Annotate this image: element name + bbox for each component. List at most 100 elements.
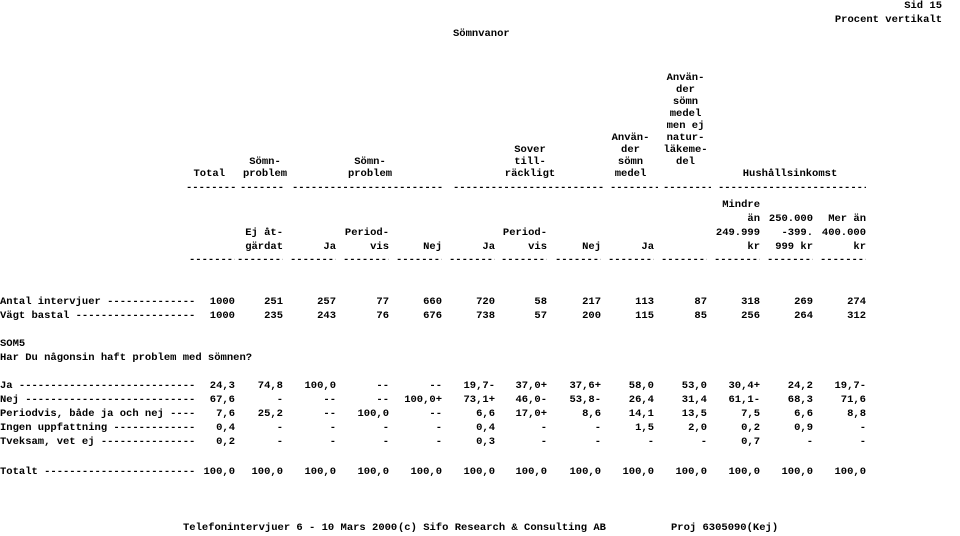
- column-header: Period- vis: [344, 227, 389, 253]
- table-cell: 0,4: [216, 422, 235, 434]
- banner-rule: ----------------: [240, 182, 284, 194]
- table-cell: 100,0: [357, 408, 389, 420]
- table-cell: 53,8-: [569, 394, 601, 406]
- table-cell: 100,0: [304, 380, 336, 392]
- column-header: Mindre än 249.999 kr: [715, 199, 760, 253]
- column-rule: ----------------: [290, 254, 336, 266]
- banner-rule: ----------------: [186, 182, 236, 194]
- table-cell: 217: [582, 296, 601, 308]
- table-cell: -: [329, 422, 336, 434]
- row-label: Ja ----------------------------: [0, 380, 196, 392]
- table-cell: 26,4: [628, 394, 654, 406]
- question-text: Har Du någonsin haft problem med sömnen?: [0, 352, 253, 364]
- table-cell: 0,3: [476, 436, 495, 448]
- table-cell: 1000: [209, 310, 235, 322]
- column-header: Ja: [482, 241, 495, 253]
- column-rule: ----------------: [237, 254, 283, 266]
- table-cell: --: [429, 380, 442, 392]
- banner-rule: ----------------------------------------…: [453, 182, 604, 194]
- table-cell: --: [323, 408, 336, 420]
- table-cell: -: [540, 422, 547, 434]
- table-cell: 24,3: [209, 380, 235, 392]
- table-cell: 200: [582, 310, 601, 322]
- banner-rule: ----------------: [610, 182, 658, 194]
- table-cell: 318: [741, 296, 760, 308]
- banner-somnproblem-2: Sömn- problem: [347, 156, 393, 180]
- table-cell: 1000: [209, 296, 235, 308]
- row-label: Totalt ------------------------: [0, 466, 196, 478]
- table-cell: 0,2: [216, 436, 235, 448]
- table-cell: -: [859, 436, 866, 448]
- footer-right: Proj 6305090(Kej): [671, 522, 779, 534]
- table-cell: 17,0+: [515, 408, 547, 420]
- table-cell: 100,0+: [404, 394, 442, 406]
- table-cell: 77: [376, 296, 389, 308]
- table-cell: 100,0: [675, 466, 707, 478]
- table-cell: 7,5: [741, 408, 760, 420]
- table-cell: 68,3: [787, 394, 813, 406]
- table-cell: 14,1: [628, 408, 654, 420]
- table-cell: 57: [534, 310, 547, 322]
- column-rule: ----------------: [555, 254, 601, 266]
- table-cell: -: [382, 422, 389, 434]
- table-cell: 71,6: [840, 394, 866, 406]
- footer-center: (c) Sifo Research & Consulting AB: [398, 522, 606, 534]
- table-cell: 74,8: [257, 380, 283, 392]
- column-rule: ----------------: [767, 254, 813, 266]
- table-cell: -: [382, 436, 389, 448]
- table-cell: 87: [694, 296, 707, 308]
- banner-somnproblem-1: Sömn- problem: [242, 156, 288, 180]
- table-cell: 30,4+: [728, 380, 760, 392]
- table-cell: 235: [264, 310, 283, 322]
- table-cell: 2,0: [688, 422, 707, 434]
- table-cell: 100,0: [515, 466, 547, 478]
- table-cell: -: [329, 436, 336, 448]
- table-cell: 100,0: [569, 466, 601, 478]
- table-cell: -: [540, 436, 547, 448]
- row-label: Periodvis, både ja och nej ----: [0, 408, 196, 420]
- column-rule: ----------------: [343, 254, 389, 266]
- table-cell: 46,0-: [515, 394, 547, 406]
- table-cell: 256: [741, 310, 760, 322]
- column-header: Nej: [423, 241, 442, 253]
- column-rule: ----------------: [396, 254, 442, 266]
- banner-rule: ----------------------------------------…: [718, 182, 866, 194]
- table-cell: 100,0: [203, 466, 235, 478]
- table-cell: --: [376, 380, 389, 392]
- table-cell: -: [276, 436, 283, 448]
- row-label: Vägt bastal -------------------: [0, 310, 196, 322]
- table-cell: 8,8: [847, 408, 866, 420]
- table-cell: -: [859, 422, 866, 434]
- banner-rule: ----------------------------------------…: [292, 182, 443, 194]
- column-rule: ----------------: [189, 254, 235, 266]
- table-cell: -: [594, 436, 601, 448]
- table-cell: 100,0: [834, 466, 866, 478]
- table-cell: 85: [694, 310, 707, 322]
- table-cell: 19,7-: [834, 380, 866, 392]
- table-cell: 251: [264, 296, 283, 308]
- table-cell: -: [435, 436, 442, 448]
- column-rule: ----------------: [608, 254, 654, 266]
- table-cell: 31,4: [681, 394, 707, 406]
- banner-anvander-somnmedel: Använ- der sömn medel: [611, 132, 650, 180]
- table-cell: 243: [317, 310, 336, 322]
- table-cell: 1,5: [635, 422, 654, 434]
- table-cell: 53,0: [681, 380, 707, 392]
- table-cell: --: [376, 394, 389, 406]
- table-cell: 73,1+: [463, 394, 495, 406]
- table-cell: 115: [635, 310, 654, 322]
- table-cell: 720: [476, 296, 495, 308]
- table-cell: 25,2: [257, 408, 283, 420]
- table-cell: 76: [376, 310, 389, 322]
- table-cell: 100,0: [728, 466, 760, 478]
- column-rule: ----------------: [661, 254, 707, 266]
- table-cell: 58: [534, 296, 547, 308]
- table-cell: 113: [635, 296, 654, 308]
- table-cell: 100,0: [304, 466, 336, 478]
- table-cell: 676: [423, 310, 442, 322]
- table-cell: 100,0: [463, 466, 495, 478]
- table-cell: 37,6+: [569, 380, 601, 392]
- question-code: SOM5: [0, 338, 26, 350]
- column-header: Ja: [323, 241, 336, 253]
- table-cell: 0,4: [476, 422, 495, 434]
